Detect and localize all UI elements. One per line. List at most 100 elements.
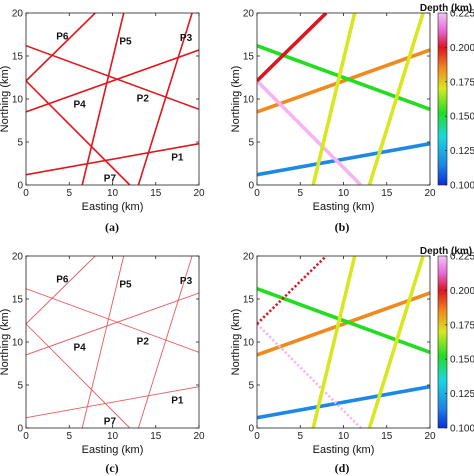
y-tick-label: 10	[243, 95, 255, 106]
x-tick-label: 0	[254, 188, 260, 199]
colorbar-tick-label: 0.100	[450, 181, 474, 192]
colorbar-tick-label: 0.200	[450, 286, 474, 297]
x-tick-label: 10	[107, 431, 119, 442]
fault-line-1	[257, 141, 430, 177]
fault-label-p2: P2	[137, 93, 150, 104]
fault-label-p1: P1	[171, 153, 184, 164]
y-tick-label: 5	[248, 138, 254, 149]
y-tick-label: 0	[248, 424, 254, 435]
fault-line-3	[257, 44, 430, 111]
fault-label-p5: P5	[119, 280, 132, 291]
x-tick-label: 20	[424, 431, 436, 442]
fault-line-p2	[26, 49, 199, 113]
x-tick-label: 10	[338, 188, 350, 199]
colorbar-tick-label: 0.125	[450, 389, 474, 400]
y-tick-label: 10	[243, 338, 255, 349]
panel-b-chart: 0 5 10 15 20 0 5 10 15 20 Easting (km) Northing (km…	[230, 3, 474, 213]
y-axis-label: Northing (km)	[0, 309, 11, 376]
fault-label-p6: P6	[56, 31, 69, 42]
fault-label-p3: P3	[180, 33, 193, 44]
fault-line-1	[257, 384, 430, 420]
fault-line-p1	[26, 386, 199, 419]
fault-line-5	[257, 256, 328, 325]
x-tick-label: 20	[193, 431, 205, 442]
y-tick-label: 15	[243, 295, 255, 306]
fault-line-4	[257, 79, 363, 185]
x-tick-label: 15	[381, 188, 393, 199]
caption-a: (a)	[105, 220, 119, 234]
fault-lines	[26, 13, 199, 185]
fault-label-p5: P5	[119, 37, 132, 48]
fault-line-2	[257, 291, 430, 357]
colorbar-title: Depth (km)	[420, 3, 472, 14]
panel-d-chart: 0 5 10 15 20 0 5 10 15 20 Easting (km) Northing (km…	[230, 246, 474, 456]
panel-a-chart: P1 P2 P3 P4 P5 P6 P7 0 5 10 15 20 0 5 10 15 20 Easting (k…	[0, 9, 205, 214]
y-tick-label: 20	[12, 252, 24, 263]
fault-line-p7	[137, 256, 193, 428]
y-axis-label: Northing (km)	[230, 309, 242, 376]
panel-c-chart: P1 P2 P3 P4 P5 P6 P7 0 5 10 15 20 0 5 10 15 20 Easting (k…	[0, 252, 205, 457]
x-tick-label: 20	[424, 188, 436, 199]
y-tick-label: 0	[17, 424, 23, 435]
fault-line-p3	[26, 288, 199, 353]
y-tick-label: 5	[17, 381, 23, 392]
y-tick-label: 10	[12, 95, 24, 106]
fault-line-7	[367, 256, 425, 428]
x-tick-label: 5	[297, 431, 303, 442]
fault-line-p6	[81, 256, 125, 428]
fault-label-p1: P1	[171, 396, 184, 407]
fault-line-3	[257, 287, 430, 354]
x-tick-label: 10	[338, 431, 350, 442]
fault-line-6	[311, 13, 357, 185]
fault-line-p4	[26, 80, 131, 185]
fault-label-p2: P2	[137, 336, 150, 347]
y-tick-label: 15	[12, 52, 24, 63]
colorbar-tick-label: 0.175	[450, 320, 474, 331]
colorbar-tick-label: 0.125	[450, 146, 474, 157]
y-axis-label: Northing (km)	[230, 66, 242, 133]
x-tick-label: 0	[254, 431, 260, 442]
x-tick-label: 0	[23, 431, 29, 442]
x-tick-label: 0	[23, 188, 29, 199]
x-tick-label: 15	[150, 431, 162, 442]
colorbar-tick-label: 0.100	[450, 424, 474, 435]
fault-line-p3	[26, 44, 199, 111]
caption-d: (d)	[335, 461, 350, 475]
y-tick-label: 5	[248, 381, 254, 392]
colorbar	[437, 255, 448, 429]
fault-lines	[26, 256, 199, 428]
x-tick-label: 5	[297, 188, 303, 199]
fault-line-7	[367, 13, 425, 185]
colorbar	[437, 12, 448, 186]
y-tick-label: 15	[243, 52, 255, 63]
fault-label-p3: P3	[180, 276, 193, 287]
y-axis-label: Northing (km)	[0, 66, 11, 133]
fault-label-p4: P4	[74, 342, 87, 353]
x-axis-label: Easting (km)	[313, 444, 375, 456]
colorbar-tick-label: 0.225	[450, 9, 474, 20]
fault-label-p4: P4	[74, 99, 87, 110]
colorbar-tick-label: 0.150	[450, 355, 474, 366]
x-tick-label: 5	[66, 188, 72, 199]
colorbar-tick-label: 0.200	[450, 43, 474, 54]
fault-line-p4	[26, 323, 131, 428]
y-tick-label: 15	[12, 295, 24, 306]
colorbar-tick-label: 0.225	[450, 252, 474, 263]
x-tick-label: 10	[107, 188, 119, 199]
y-tick-label: 5	[17, 138, 23, 149]
colorbar-tick-label: 0.175	[450, 77, 474, 88]
fault-line-2	[257, 48, 430, 114]
x-axis-label: Easting (km)	[313, 201, 375, 213]
fault-line-p1	[26, 142, 199, 176]
x-tick-label: 20	[193, 188, 205, 199]
fault-line-5	[257, 13, 328, 83]
colorbar-title: Depth (km)	[420, 246, 472, 257]
y-tick-label: 20	[243, 9, 255, 20]
fault-label-p6: P6	[56, 274, 69, 285]
y-tick-label: 10	[12, 338, 24, 349]
fault-line-6	[311, 256, 357, 428]
caption-b: (b)	[335, 220, 350, 234]
fault-label-p7: P7	[104, 173, 117, 184]
y-tick-label: 20	[243, 252, 255, 263]
